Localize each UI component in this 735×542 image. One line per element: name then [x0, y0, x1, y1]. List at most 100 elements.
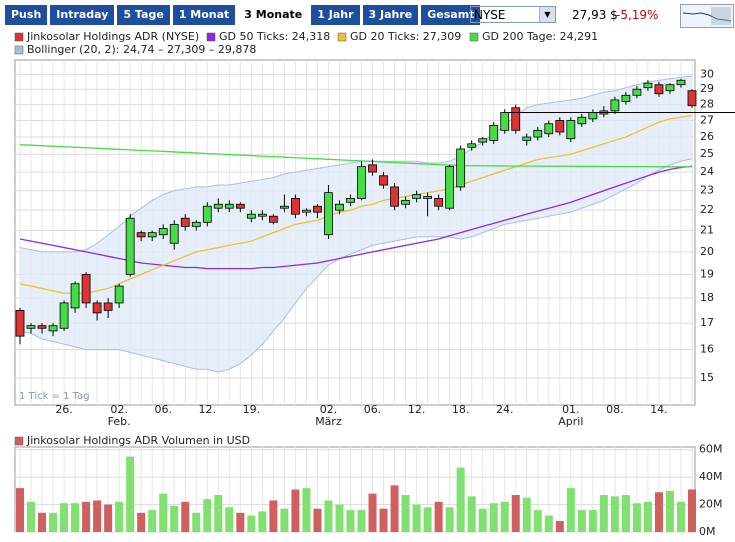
volume-bar [632, 503, 641, 532]
candle-body [26, 325, 36, 329]
y-tick-label: 28 [700, 98, 714, 111]
candle-body [500, 112, 510, 131]
volume-bar [577, 510, 586, 532]
volume-bar [126, 456, 135, 532]
x-tick-label: 24. [496, 403, 514, 416]
volume-bar [181, 501, 190, 532]
price-change: -5,19% [616, 8, 659, 22]
volume-bar [423, 507, 432, 532]
candle-body [114, 285, 124, 304]
volume-bar [148, 510, 157, 532]
volume-bar [214, 494, 223, 532]
volume-bar [236, 512, 245, 532]
volume-bar [533, 510, 542, 532]
candle-body [390, 186, 399, 207]
candle-body [467, 143, 477, 148]
legend-swatch [206, 32, 216, 42]
candle-body [147, 232, 157, 238]
y-tick-label: 23 [700, 184, 714, 197]
candle-body [489, 124, 499, 141]
y-tick-label: 18 [700, 291, 714, 304]
range-button[interactable]: Gesamt [421, 5, 481, 25]
candle-body [257, 213, 267, 217]
range-button[interactable]: Intraday [50, 5, 115, 25]
candle-body [643, 82, 653, 89]
volume-bar [676, 501, 685, 532]
x-tick-label: 01. [562, 403, 580, 416]
range-button[interactable]: 1 Jahr [311, 5, 360, 25]
candle-body [202, 205, 212, 223]
volume-bar [390, 485, 399, 532]
candle-body [302, 209, 311, 213]
x-tick-label: 12. [199, 403, 217, 416]
volume-bar [192, 512, 201, 532]
legend-label: Jinkosolar Holdings ADR (NYSE) [26, 30, 199, 43]
volume-bar [60, 503, 69, 532]
candle-body [632, 88, 642, 96]
volume-bar [291, 489, 300, 532]
candle-body [533, 129, 543, 138]
x-tick-label: 12. [408, 403, 426, 416]
candle-body [434, 197, 444, 207]
candle-body [48, 325, 58, 332]
x-tick-label: 06. [364, 403, 382, 416]
toolbar: Push Intraday 5 Tage 1 Monat 3 Monate 1 Jahr 3… [5, 5, 481, 25]
exchange: NYSE [474, 8, 506, 22]
candle-body [158, 228, 168, 236]
range-button[interactable]: Push [5, 5, 48, 25]
y-tick-label: 29 [700, 82, 714, 95]
volume-bar [522, 497, 531, 532]
moving-average [19, 144, 692, 168]
volume-bar [665, 490, 674, 532]
y-tick-label: 22 [700, 203, 714, 216]
dropdown-arrow[interactable]: ▼ [539, 7, 555, 22]
volume-bar [203, 499, 212, 532]
legend-swatch [14, 45, 24, 55]
volume-bar [357, 510, 366, 532]
x-tick-label: 26. [55, 403, 73, 416]
exchange-select[interactable]: NYSE ▼ [470, 6, 556, 23]
candle-body [37, 325, 47, 329]
range-button[interactable]: 5 Tage [117, 5, 170, 25]
volume-bar [16, 488, 24, 532]
volume-bar [49, 512, 58, 532]
legend-swatch [469, 32, 479, 42]
volume-bar [599, 494, 608, 532]
volume-bar [489, 503, 498, 532]
volume-bar [610, 496, 619, 532]
candle-body [291, 197, 300, 215]
range-button[interactable]: 1 Monat [172, 5, 236, 25]
volume-bar [82, 501, 91, 532]
candle-body [335, 203, 344, 211]
candle-body [456, 148, 466, 188]
candle-body [224, 203, 234, 209]
volume-tick-label: 0M [699, 525, 716, 538]
y-tick-label: 24 [700, 165, 714, 178]
volume-bar [93, 500, 102, 532]
candle-body [357, 166, 366, 199]
x-tick-label: 02. [110, 403, 128, 416]
candle-body [268, 215, 278, 223]
volume-bar [401, 494, 410, 532]
candle-body [654, 84, 664, 95]
candle-body [81, 273, 91, 304]
legend-label: GD 50 Ticks: 24,318 [219, 30, 330, 43]
thumbnail[interactable] [680, 4, 734, 28]
candle-body [59, 302, 69, 329]
volume-bar [566, 488, 575, 532]
candle-body [610, 99, 620, 112]
candle-body [522, 136, 532, 141]
legend-label: GD 20 Ticks: 27,309 [350, 30, 461, 43]
volume-bar [38, 512, 47, 532]
range-button[interactable]: 3 Monate [238, 5, 309, 25]
volume-bar [269, 500, 278, 532]
candle-body [577, 116, 587, 125]
volume-bar [478, 508, 487, 532]
volume-bar [621, 494, 630, 532]
volume-bar [247, 515, 256, 532]
x-tick-label: 18. [452, 403, 470, 416]
volume-bar [302, 488, 311, 532]
candle-body [401, 199, 410, 205]
volume-bar [445, 507, 454, 532]
range-button[interactable]: 3 Jahre [362, 5, 419, 25]
